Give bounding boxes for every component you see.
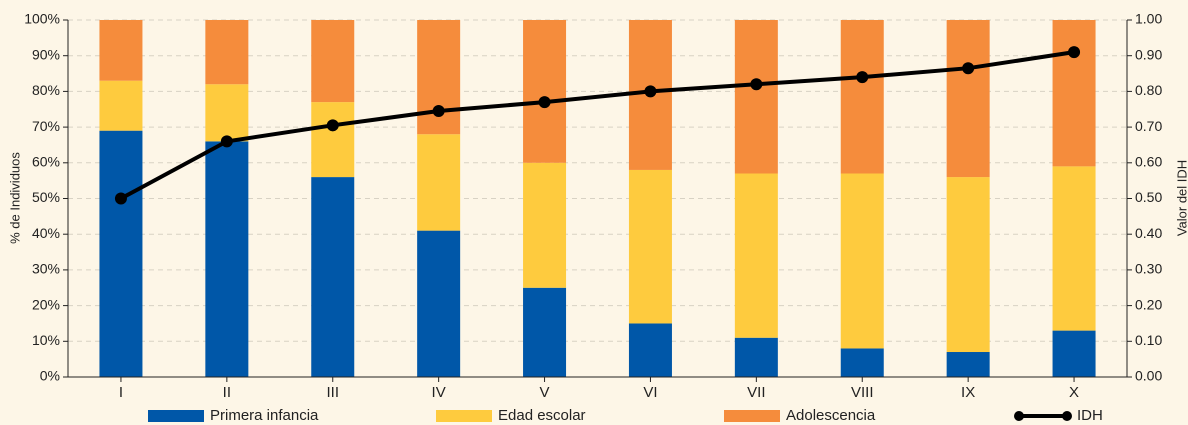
y-tick-label: 0%	[40, 368, 60, 384]
line-point	[326, 119, 339, 132]
bar	[1052, 166, 1096, 331]
x-tick-label: III	[326, 384, 339, 401]
bar	[99, 130, 143, 377]
legend-label: IDH	[1077, 407, 1103, 424]
y2-tick-label: 0.30	[1135, 261, 1162, 277]
x-tick-label: I	[119, 384, 123, 401]
x-tick-label: VIII	[851, 384, 874, 401]
bar	[628, 169, 672, 324]
x-tick-label: IV	[432, 384, 446, 401]
legend-label: Edad escolar	[498, 407, 586, 424]
bar	[205, 84, 249, 142]
y-tick-label: 40%	[32, 225, 60, 241]
y2-tick-label: 1.00	[1135, 11, 1162, 27]
y2-axis-label: Valor del IDH	[1174, 160, 1188, 236]
bar	[840, 348, 884, 377]
line-point	[856, 71, 869, 84]
bar	[311, 102, 355, 178]
line-point	[432, 105, 445, 118]
bar	[99, 80, 143, 131]
y2-tick-label: 0.00	[1135, 368, 1162, 384]
y2-tick-label: 0.20	[1135, 296, 1162, 312]
bar	[628, 323, 672, 377]
x-tick-label: VI	[643, 384, 657, 401]
y-tick-label: 90%	[32, 46, 60, 62]
bar	[840, 20, 884, 174]
bar	[946, 352, 990, 377]
bar	[99, 20, 143, 81]
bar	[946, 177, 990, 353]
bar	[523, 162, 567, 288]
legend-point	[1062, 411, 1072, 421]
bar	[311, 177, 355, 377]
y-tick-label: 100%	[24, 11, 60, 27]
y2-tick-label: 0.40	[1135, 225, 1162, 241]
y-tick-label: 20%	[32, 296, 60, 312]
bar	[1052, 330, 1096, 377]
legend-swatch	[436, 410, 492, 422]
legend-swatch	[148, 410, 204, 422]
y2-tick-label: 0.90	[1135, 46, 1162, 62]
y-tick-label: 10%	[32, 332, 60, 348]
bar	[417, 20, 461, 135]
x-tick-label: X	[1069, 384, 1079, 401]
line-point	[220, 135, 233, 148]
bar	[205, 141, 249, 377]
x-tick-label: II	[223, 384, 231, 401]
bar	[734, 173, 778, 338]
line-point	[538, 96, 551, 109]
bar	[840, 173, 884, 349]
line-point	[1068, 46, 1081, 59]
y2-tick-label: 0.10	[1135, 332, 1162, 348]
y-tick-label: 30%	[32, 261, 60, 277]
x-tick-label: V	[540, 384, 550, 401]
bar	[523, 287, 567, 377]
bar	[734, 337, 778, 377]
x-tick-label: VII	[747, 384, 765, 401]
line-point	[114, 192, 127, 205]
bar	[946, 20, 990, 178]
y2-tick-label: 0.80	[1135, 82, 1162, 98]
line-point	[644, 85, 657, 98]
line-point	[962, 62, 975, 75]
y-tick-label: 50%	[32, 189, 60, 205]
legend-label: Adolescencia	[786, 407, 876, 424]
y-tick-label: 80%	[32, 82, 60, 98]
bar	[311, 20, 355, 103]
bar	[1052, 20, 1096, 167]
y2-tick-label: 0.60	[1135, 154, 1162, 170]
y2-tick-label: 0.70	[1135, 118, 1162, 134]
legend-swatch	[724, 410, 780, 422]
bar	[205, 20, 249, 85]
y-tick-label: 60%	[32, 154, 60, 170]
legend-label: Primera infancia	[210, 407, 319, 424]
bar	[523, 20, 567, 163]
x-tick-label: IX	[961, 384, 975, 401]
y-axis-label: % de Individuos	[7, 152, 22, 244]
legend-point	[1014, 411, 1024, 421]
y-tick-label: 70%	[32, 118, 60, 134]
bar	[417, 230, 461, 377]
y2-tick-label: 0.50	[1135, 189, 1162, 205]
line-point	[750, 78, 763, 91]
bar	[417, 134, 461, 231]
bar	[734, 20, 778, 174]
line	[120, 50, 1075, 201]
